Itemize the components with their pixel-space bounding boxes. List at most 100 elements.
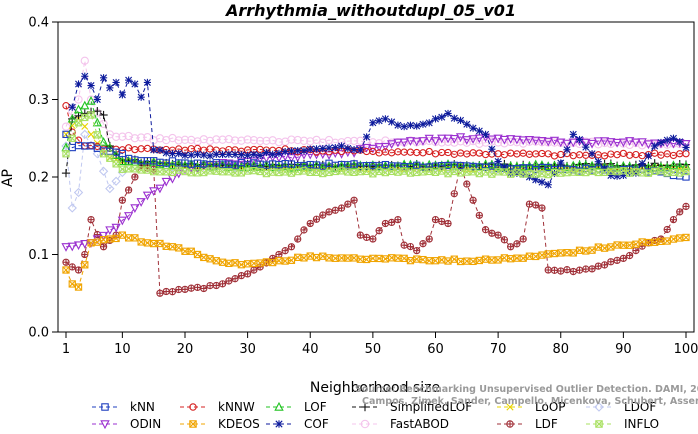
data-point-ldf [557,267,565,275]
data-point-ldf [413,246,421,255]
data-point-odin [631,138,641,148]
data-point-inflo [68,134,76,142]
data-point-knnw [444,148,452,157]
data-point-ldf [669,215,678,224]
y-axis-label: AP [0,169,16,187]
data-point-ldf [306,219,314,228]
data-point-inflo [93,131,101,139]
data-point-lof [98,137,109,146]
data-point-ldf [494,231,502,239]
legend-marker [100,420,110,430]
data-point-inflo [394,168,402,176]
data-point-odin [556,138,566,148]
data-point-cof [137,93,145,101]
data-point-ldof [111,176,121,186]
data-point-ldf [243,270,252,278]
data-point-ldof [98,166,109,176]
data-point-kdeos [519,254,527,262]
data-point-fastabod [205,136,215,146]
series-ldf [62,161,690,297]
data-point-inflo [262,169,271,178]
data-point-lof [105,142,115,152]
data-point-fastabod [199,135,208,144]
data-point-cof [331,144,339,152]
data-point-cof [306,145,314,153]
data-point-kdeos [619,241,628,249]
data-point-fastabod [243,135,252,144]
data-point-inflo [269,168,277,176]
data-point-odin [412,137,422,147]
data-point-lof [249,160,259,170]
data-point-cof [325,144,333,152]
data-point-knnw [619,149,628,158]
data-point-odin [606,138,616,147]
data-point-cof [350,145,358,154]
data-point-odin [468,135,478,144]
legend-marker [595,420,603,428]
data-point-ldf [62,258,70,266]
data-point-odin [568,138,578,148]
data-point-lof [531,159,541,169]
data-point-knnw [193,144,202,153]
data-point-cof [181,151,189,159]
data-point-lof [643,162,654,172]
data-point-cof [394,121,402,129]
legend-label: ODIN [130,417,161,431]
data-point-cof [444,109,452,118]
data-point-inflo [651,167,659,175]
data-point-ldof [80,129,90,140]
data-point-odin [355,145,365,154]
data-point-lof [117,156,127,166]
data-point-odin [361,143,372,153]
x-tick-label: 10 [114,342,131,357]
data-point-cof [676,138,684,146]
data-point-odin [531,136,541,146]
data-point-fastabod [80,56,89,65]
data-point-kdeos [68,280,76,288]
legend-item-ldf: LDF [497,417,558,431]
chart-title: Arrhythmia_withoutdupl_05_v01 [224,1,516,20]
data-point-cof [594,158,602,166]
legend-label: kNN [130,400,155,414]
data-point-cof [544,181,552,189]
legend-label: LOF [304,400,327,414]
data-point-lof [155,158,165,168]
data-point-kdeos [137,238,145,246]
data-point-fastabod [525,137,534,146]
data-point-ldf [676,208,684,216]
data-point-knnw [431,150,440,158]
data-point-ldf [663,225,671,234]
series-layer [61,56,691,297]
data-point-kdeos [131,234,139,242]
data-point-cof [300,147,308,155]
data-point-odin [449,135,459,144]
data-point-cof [575,135,584,144]
data-point-fastabod [237,136,246,145]
y-tick-label: 0.3 [28,93,49,108]
data-point-ldf [388,218,396,227]
data-point-cof [406,121,415,129]
data-point-ldf [231,275,239,283]
data-point-ldf [438,217,446,226]
data-point-fastabod [306,137,315,146]
data-point-kdeos [676,234,684,242]
data-point-kdeos [87,239,95,247]
data-point-odin [543,137,553,147]
data-point-lof [430,160,441,170]
data-point-fastabod [456,137,465,146]
data-point-ldf [344,200,352,208]
data-point-odin [443,134,453,144]
data-point-simplifiedlof [61,169,71,178]
data-point-lof [618,161,628,170]
data-point-odin [80,240,90,249]
data-point-odin [587,139,597,149]
data-point-cof [663,136,671,144]
legend-marker [189,420,197,428]
data-point-odin [161,177,171,187]
data-point-fastabod [130,134,140,143]
data-point-odin [537,137,547,146]
data-point-ldf [218,280,227,288]
axes-layer: 1 10 20 30 40 50 60 70 80 90 100 0.0 0.1 0.2 0.3 0.4 [28,16,698,358]
data-point-odin [224,159,234,169]
